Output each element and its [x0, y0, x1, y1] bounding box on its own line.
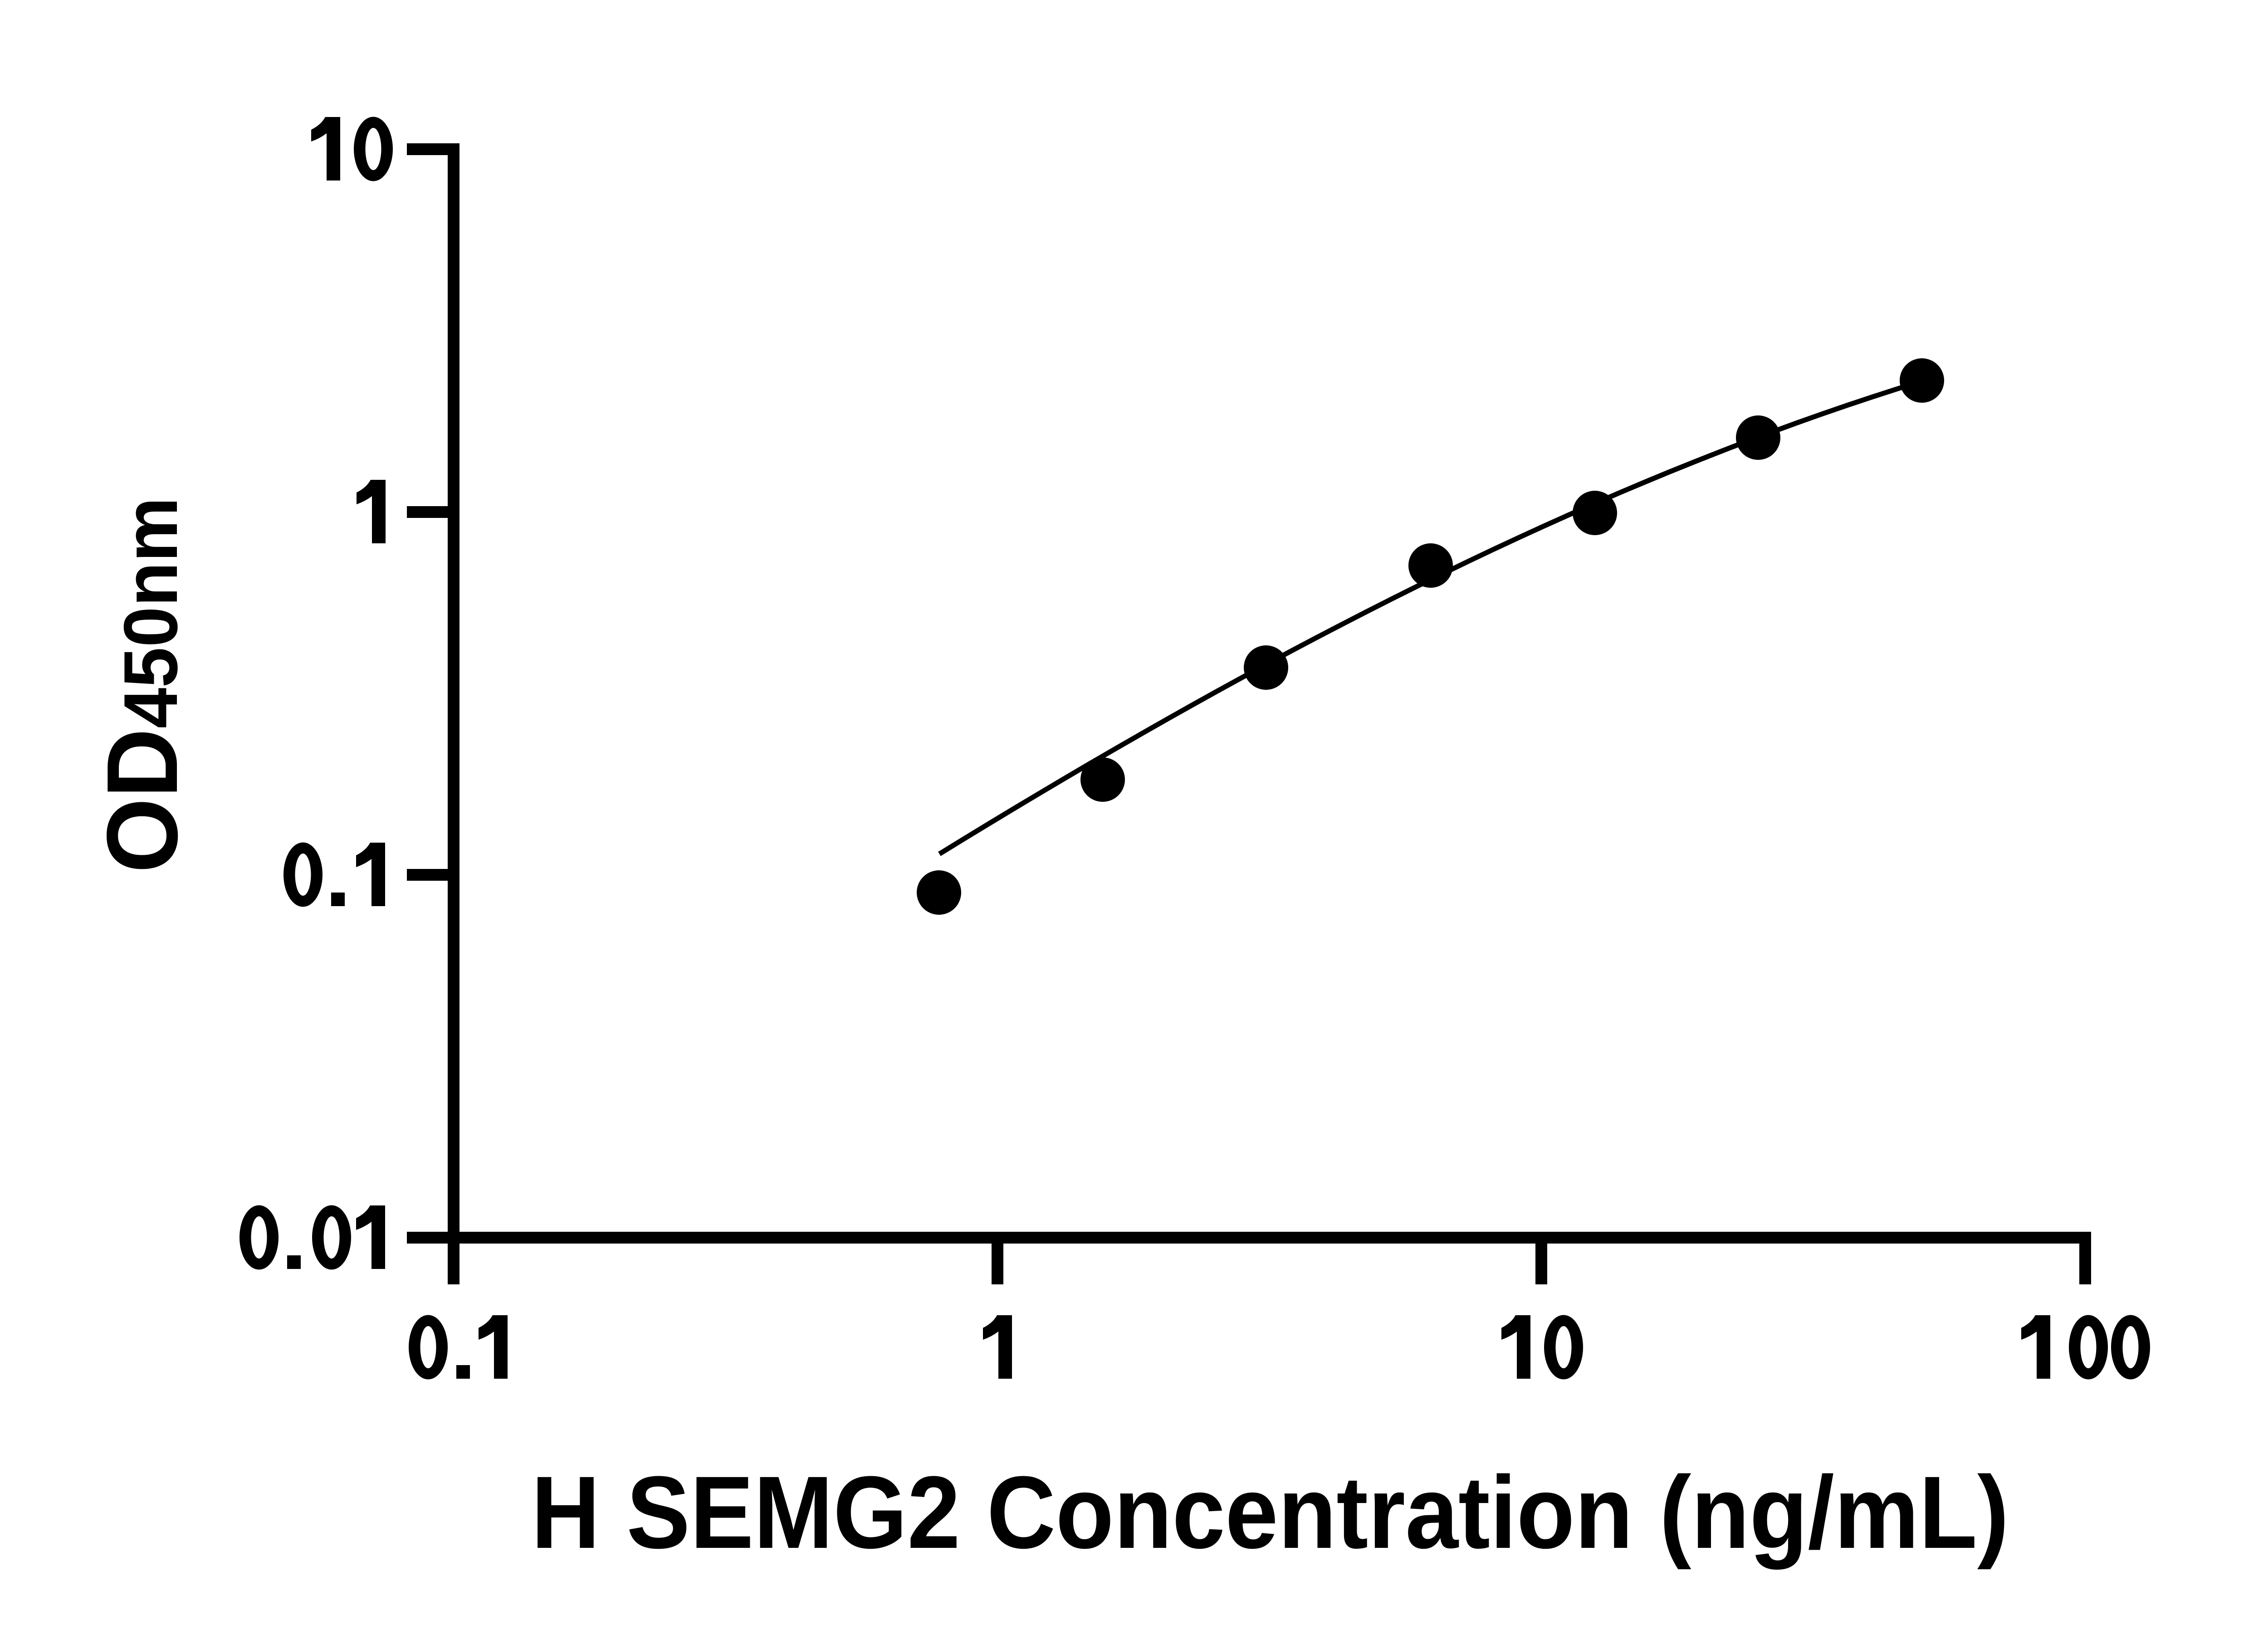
- svg-text:OD450nm: OD450nm: [86, 497, 199, 873]
- svg-text:H SEMG2 Concentration (ng/mL): H SEMG2 Concentration (ng/mL): [531, 1455, 2009, 1570]
